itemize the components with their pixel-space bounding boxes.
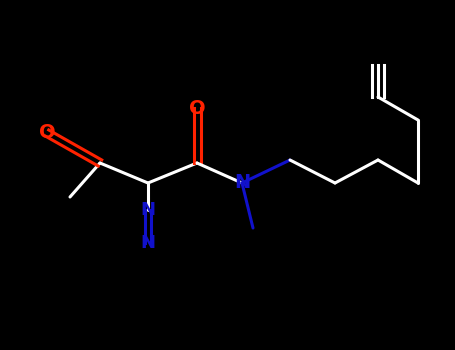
Text: O: O <box>189 98 205 118</box>
Text: N: N <box>234 174 250 192</box>
Text: O: O <box>39 124 56 142</box>
Text: N: N <box>141 201 156 219</box>
Text: N: N <box>141 234 156 252</box>
